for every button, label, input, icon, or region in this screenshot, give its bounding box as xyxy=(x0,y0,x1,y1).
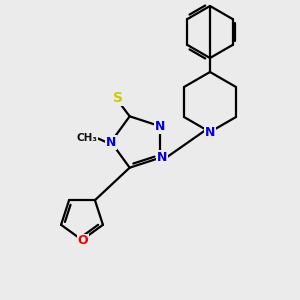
Text: S: S xyxy=(113,91,123,105)
Text: N: N xyxy=(155,120,165,133)
Text: N: N xyxy=(205,125,215,139)
Text: N: N xyxy=(106,136,116,148)
Text: CH₃: CH₃ xyxy=(76,133,98,143)
Text: O: O xyxy=(78,235,88,248)
Text: N: N xyxy=(157,152,167,164)
